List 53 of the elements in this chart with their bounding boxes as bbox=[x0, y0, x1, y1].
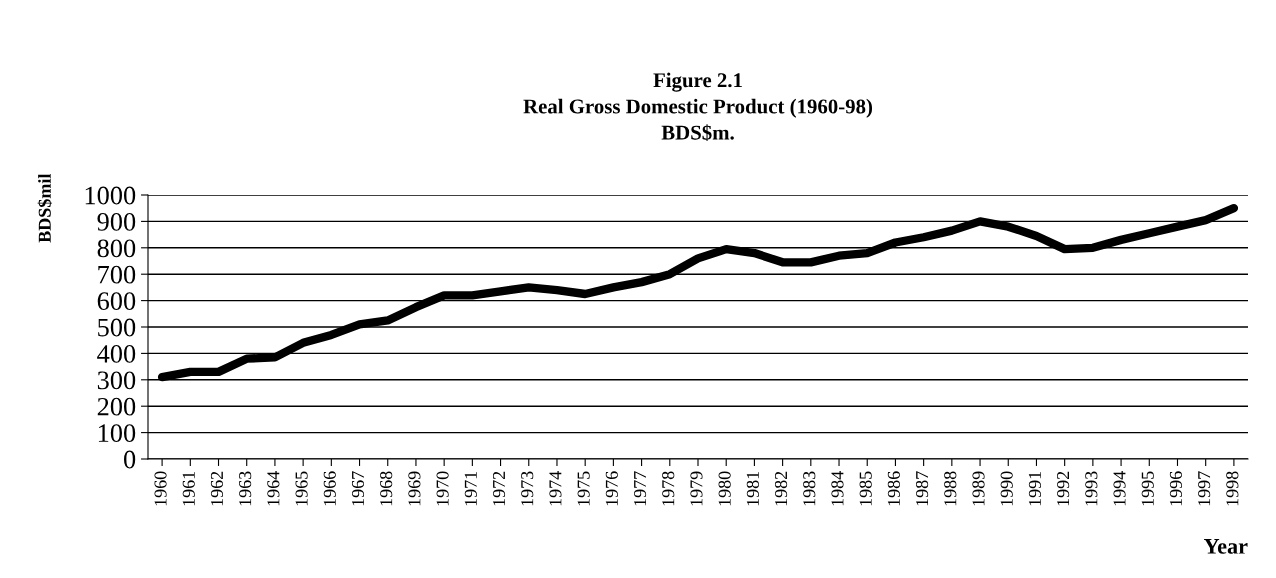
x-tick-label: 1989 bbox=[972, 471, 985, 506]
x-tick-label: 1988 bbox=[944, 471, 957, 506]
x-tick-label: 1965 bbox=[295, 471, 308, 506]
x-tick-label: 1978 bbox=[662, 471, 675, 506]
x-tick-label: 1970 bbox=[436, 471, 449, 506]
x-tick-label: 1991 bbox=[1028, 471, 1041, 506]
x-tick-label: 1968 bbox=[380, 471, 393, 506]
x-tick-label: 1992 bbox=[1057, 471, 1070, 506]
x-tick-label: 1975 bbox=[577, 471, 590, 506]
x-tick-label: 1961 bbox=[182, 471, 195, 506]
x-tick-label: 1986 bbox=[887, 471, 900, 506]
x-tick-label: 1962 bbox=[210, 471, 224, 506]
x-tick-label: 1966 bbox=[323, 471, 336, 506]
y-tick-label: 300 bbox=[97, 371, 136, 390]
x-tick-label: 1998 bbox=[1226, 471, 1239, 506]
x-tick-label: 1963 bbox=[239, 471, 252, 506]
y-tick-label: 800 bbox=[97, 239, 136, 258]
x-tick-label: 1980 bbox=[718, 471, 731, 506]
x-tick-label: 1973 bbox=[521, 471, 534, 506]
x-tick-label: 1995 bbox=[1141, 471, 1154, 506]
y-tick-label: 100 bbox=[98, 424, 136, 443]
x-tick-label: 1969 bbox=[408, 471, 421, 506]
y-axis-title: BDS$mil bbox=[37, 173, 53, 243]
x-tick-label: 1984 bbox=[831, 471, 844, 506]
y-tick-label: 200 bbox=[97, 397, 136, 416]
x-tick-label: 1964 bbox=[267, 471, 280, 506]
y-tick-label: 1000 bbox=[85, 186, 136, 205]
x-tick-label: 1971 bbox=[464, 471, 477, 506]
x-tick-label: 1974 bbox=[549, 471, 562, 506]
x-tick-label: 1985 bbox=[859, 471, 872, 506]
x-tick-label: 1979 bbox=[690, 471, 703, 506]
x-tick-label: 1977 bbox=[633, 471, 647, 506]
x-tick-label: 1967 bbox=[351, 471, 365, 506]
y-tick-label: 600 bbox=[97, 292, 136, 311]
x-tick-label: 1960 bbox=[154, 471, 167, 506]
x-tick-label: 1983 bbox=[803, 471, 816, 506]
x-tick-label: 1993 bbox=[1085, 471, 1098, 506]
x-tick-label: 1982 bbox=[774, 471, 788, 506]
x-tick-label: 1990 bbox=[1000, 471, 1013, 506]
chart-title: Figure 2.1 Real Gross Domestic Product (1960-98) BDS$m. bbox=[523, 72, 873, 142]
x-tick-label: 1987 bbox=[915, 471, 929, 506]
x-tick-label: 1976 bbox=[605, 471, 618, 506]
y-tick-label: 0 bbox=[124, 450, 136, 469]
x-tick-label: 1996 bbox=[1169, 471, 1183, 506]
y-tick-label: 700 bbox=[98, 265, 136, 284]
x-tick-label: 1994 bbox=[1113, 471, 1126, 506]
x-tick-label: 1997 bbox=[1198, 471, 1211, 506]
y-tick-label: 400 bbox=[97, 345, 136, 363]
x-tick-label: 1981 bbox=[746, 471, 759, 506]
y-tick-label: 900 bbox=[97, 213, 136, 231]
x-tick-label: 1972 bbox=[492, 471, 506, 506]
x-axis-title: Year bbox=[1203, 539, 1248, 554]
y-tick-label: 500 bbox=[98, 318, 136, 337]
